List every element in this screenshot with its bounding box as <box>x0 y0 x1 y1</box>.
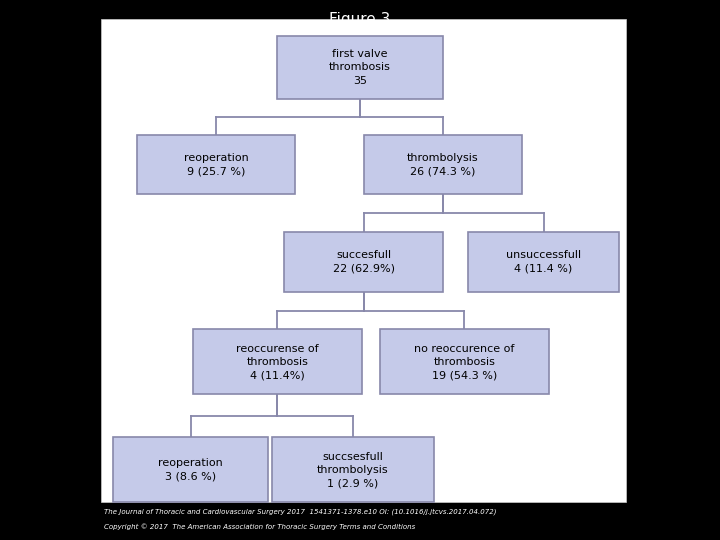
FancyBboxPatch shape <box>193 329 362 394</box>
FancyBboxPatch shape <box>284 232 443 292</box>
Text: unsuccessfull
4 (11.4 %): unsuccessfull 4 (11.4 %) <box>506 251 581 273</box>
Text: reoperation
9 (25.7 %): reoperation 9 (25.7 %) <box>184 153 248 176</box>
FancyBboxPatch shape <box>468 232 619 292</box>
Text: reoccurense of
thrombosis
4 (11.4%): reoccurense of thrombosis 4 (11.4%) <box>236 343 318 380</box>
FancyBboxPatch shape <box>364 135 522 194</box>
Text: reoperation
3 (8.6 %): reoperation 3 (8.6 %) <box>158 458 223 481</box>
FancyBboxPatch shape <box>114 437 269 502</box>
FancyBboxPatch shape <box>277 36 443 98</box>
FancyBboxPatch shape <box>101 19 626 502</box>
Text: Copyright © 2017  The American Association for Thoracic Surgery Terms and Condit: Copyright © 2017 The American Associatio… <box>104 524 415 530</box>
Text: first valve
thrombosis
35: first valve thrombosis 35 <box>329 49 391 86</box>
Text: thrombolysis
26 (74.3 %): thrombolysis 26 (74.3 %) <box>407 153 479 176</box>
Text: The Journal of Thoracic and Cardiovascular Surgery 2017  1541371-1378.e10 OI: (1: The Journal of Thoracic and Cardiovascul… <box>104 509 497 515</box>
Text: succesfull
22 (62.9%): succesfull 22 (62.9%) <box>333 251 395 273</box>
Text: no reoccurence of
thrombosis
19 (54.3 %): no reoccurence of thrombosis 19 (54.3 %) <box>414 343 515 380</box>
Text: succsesfull
thrombolysis
1 (2.9 %): succsesfull thrombolysis 1 (2.9 %) <box>317 451 389 488</box>
FancyBboxPatch shape <box>380 329 549 394</box>
FancyBboxPatch shape <box>137 135 295 194</box>
Text: Figure 3: Figure 3 <box>329 12 391 27</box>
FancyBboxPatch shape <box>272 437 433 502</box>
